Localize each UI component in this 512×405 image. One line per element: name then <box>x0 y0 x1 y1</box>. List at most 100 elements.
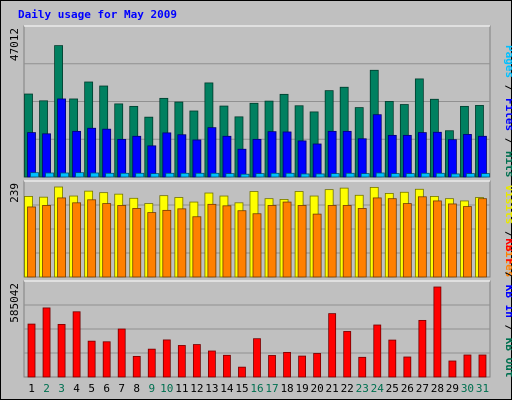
x-tick-label: 22 <box>341 382 354 395</box>
bar-files <box>162 132 172 178</box>
legend-separator: / <box>503 318 512 338</box>
bar-pages <box>315 173 325 178</box>
bar-sites <box>147 212 157 278</box>
bar-kb-f <box>87 340 96 378</box>
bar-kb-f <box>42 307 51 378</box>
bar-kb-f <box>208 350 216 378</box>
bar-pages <box>120 172 130 178</box>
bar-pages <box>90 172 100 178</box>
bar-kb-f <box>223 354 231 378</box>
bar-pages <box>390 173 400 178</box>
bar-kb-f <box>328 313 337 378</box>
x-tick-label: 7 <box>118 382 125 395</box>
bar-pages <box>405 173 415 178</box>
legend-item: KB In <box>503 285 512 318</box>
x-tick-label: 28 <box>431 382 444 395</box>
x-tick-label: 16 <box>250 382 263 395</box>
legend-item: Files <box>503 98 512 131</box>
bar-files <box>177 134 187 178</box>
axis-max-label: 239 <box>8 183 21 203</box>
bar-kb-f <box>388 339 397 378</box>
bar-sites <box>207 203 217 278</box>
bar-sites <box>432 200 442 278</box>
x-tick-label: 18 <box>280 382 293 395</box>
axis-max-label: 585042 <box>8 283 21 323</box>
bar-files <box>87 127 97 178</box>
bar-kb-f <box>298 355 306 378</box>
legend-item: KB F <box>503 238 512 265</box>
bar-pages <box>180 172 190 178</box>
bar-files <box>222 135 232 178</box>
bar-sites <box>372 197 382 278</box>
panel-kbytes: 585042 KB F / KB In / KB Out <box>8 238 512 377</box>
bar-sites <box>252 213 262 278</box>
bar-sites <box>132 208 142 278</box>
bar-kb-f <box>147 348 156 378</box>
bar-files <box>252 138 262 178</box>
bar-files <box>102 128 112 178</box>
bar-pages <box>45 172 54 178</box>
bar-files <box>42 133 51 178</box>
x-tick-label: 2 <box>43 382 50 395</box>
bar-files <box>192 139 202 178</box>
bar-sites <box>177 208 187 278</box>
bar-files <box>297 140 307 178</box>
x-tick-label: 19 <box>295 382 308 395</box>
bar-sites <box>282 201 292 278</box>
x-tick-label: 1 <box>28 382 35 395</box>
x-tick-label: 31 <box>476 382 489 395</box>
bar-kb-f <box>313 353 322 378</box>
chart-title: Daily usage for May 2009 <box>18 8 177 21</box>
bar-files <box>357 138 367 178</box>
x-tick-label: 10 <box>160 382 173 395</box>
bar-files <box>132 135 142 178</box>
legend-item: Hits <box>503 151 512 178</box>
legend-separator: / <box>503 78 512 98</box>
legend-separator: / <box>503 265 512 285</box>
bar-sites <box>478 198 487 278</box>
x-tick-label: 25 <box>386 382 399 395</box>
bar-sites <box>237 210 247 278</box>
legend-item: Sites <box>503 244 512 277</box>
bar-sites <box>42 205 51 278</box>
bar-files <box>207 127 217 178</box>
bar-sites <box>297 205 307 278</box>
series-files <box>27 98 487 178</box>
x-tick-label: 17 <box>265 382 278 395</box>
bar-kb-f <box>117 328 126 378</box>
bar-files <box>478 135 487 178</box>
bar-pages <box>75 172 85 178</box>
bar-sites <box>267 205 277 278</box>
bar-files <box>432 131 442 178</box>
x-tick-label: 6 <box>103 382 110 395</box>
bar-files <box>117 138 127 178</box>
bar-sites <box>72 202 82 278</box>
bar-kb-f <box>358 356 367 378</box>
bar-pages <box>30 172 39 178</box>
bar-kb-f <box>343 331 352 378</box>
bar-files <box>312 143 322 178</box>
axis-max-label: 47012 <box>8 28 21 61</box>
bar-pages <box>300 173 310 178</box>
panel-legend: Pages / Files / Hits <box>503 45 512 178</box>
bar-pages <box>135 172 145 178</box>
bar-files <box>372 114 382 178</box>
panel-legend: Visits / Sites <box>503 185 512 278</box>
x-tick-label: 12 <box>190 382 203 395</box>
x-tick-label: 8 <box>133 382 140 395</box>
bar-pages <box>360 173 370 178</box>
bar-pages <box>60 172 69 178</box>
bar-pages <box>345 172 355 178</box>
bar-kb-f <box>132 355 141 378</box>
bar-sites <box>357 208 367 278</box>
bar-pages <box>195 172 205 178</box>
bar-sites <box>342 205 352 278</box>
bar-kb-f <box>283 351 291 378</box>
series-pages <box>30 172 490 178</box>
bar-kb-f <box>463 354 472 378</box>
bar-pages <box>105 172 115 178</box>
bar-pages <box>165 172 175 178</box>
bar-files <box>448 139 457 178</box>
bar-kb-f <box>27 323 36 378</box>
bar-sites <box>312 213 322 278</box>
